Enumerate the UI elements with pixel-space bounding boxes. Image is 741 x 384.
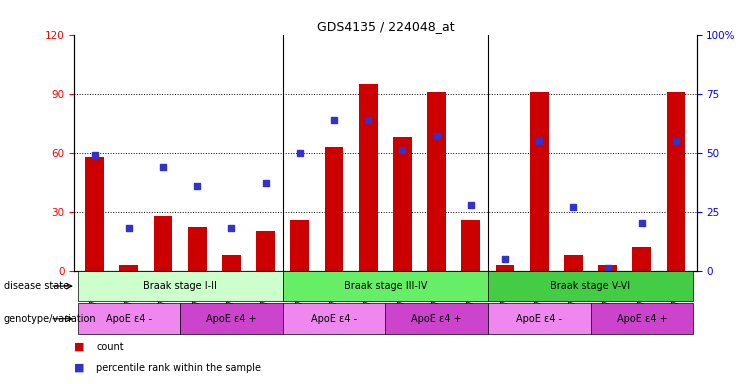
Text: Braak stage I-II: Braak stage I-II [143, 281, 217, 291]
Text: ■: ■ [74, 342, 84, 352]
Bar [667, 92, 685, 271]
Bar [78, 271, 283, 301]
Bar [428, 92, 446, 271]
Bar [256, 231, 275, 271]
Title: GDS4135 / 224048_at: GDS4135 / 224048_at [316, 20, 454, 33]
Text: percentile rank within the sample: percentile rank within the sample [96, 363, 262, 373]
Point [670, 138, 682, 144]
Text: ApoE ε4 -: ApoE ε4 - [106, 314, 152, 324]
Bar [564, 255, 583, 271]
Bar [325, 147, 343, 271]
Bar [187, 227, 207, 271]
Point [534, 138, 545, 144]
Bar [591, 303, 693, 334]
Point [602, 265, 614, 271]
Text: ApoE ε4 +: ApoE ε4 + [206, 314, 256, 324]
Bar [78, 303, 180, 334]
Bar [359, 84, 378, 271]
Text: Braak stage V-VI: Braak stage V-VI [551, 281, 631, 291]
Bar [153, 216, 173, 271]
Point [465, 202, 476, 208]
Point [123, 225, 135, 231]
Text: ApoE ε4 +: ApoE ε4 + [617, 314, 667, 324]
Bar [283, 303, 385, 334]
Point [294, 150, 306, 156]
Point [362, 116, 374, 122]
Point [225, 225, 237, 231]
Point [568, 204, 579, 210]
Text: ■: ■ [74, 363, 84, 373]
Bar [598, 265, 617, 271]
Bar [488, 303, 591, 334]
Point [499, 256, 511, 262]
Point [431, 133, 442, 139]
Point [259, 180, 271, 186]
Bar [496, 265, 514, 271]
Point [191, 183, 203, 189]
Bar [180, 303, 283, 334]
Bar [632, 247, 651, 271]
Point [89, 152, 101, 158]
Text: ApoE ε4 +: ApoE ε4 + [411, 314, 462, 324]
Bar [85, 157, 104, 271]
Point [157, 164, 169, 170]
Bar [283, 271, 488, 301]
Bar [222, 255, 241, 271]
Point [396, 147, 408, 153]
Text: Braak stage III-IV: Braak stage III-IV [344, 281, 427, 291]
Text: genotype/variation: genotype/variation [4, 314, 96, 324]
Bar [488, 271, 693, 301]
Bar [385, 303, 488, 334]
Text: ApoE ε4 -: ApoE ε4 - [311, 314, 357, 324]
Text: count: count [96, 342, 124, 352]
Point [636, 220, 648, 227]
Text: ApoE ε4 -: ApoE ε4 - [516, 314, 562, 324]
Bar [462, 220, 480, 271]
Point [328, 116, 340, 122]
Text: disease state: disease state [4, 281, 69, 291]
Bar [290, 220, 309, 271]
Bar [530, 92, 548, 271]
Bar [393, 137, 412, 271]
Bar [119, 265, 139, 271]
